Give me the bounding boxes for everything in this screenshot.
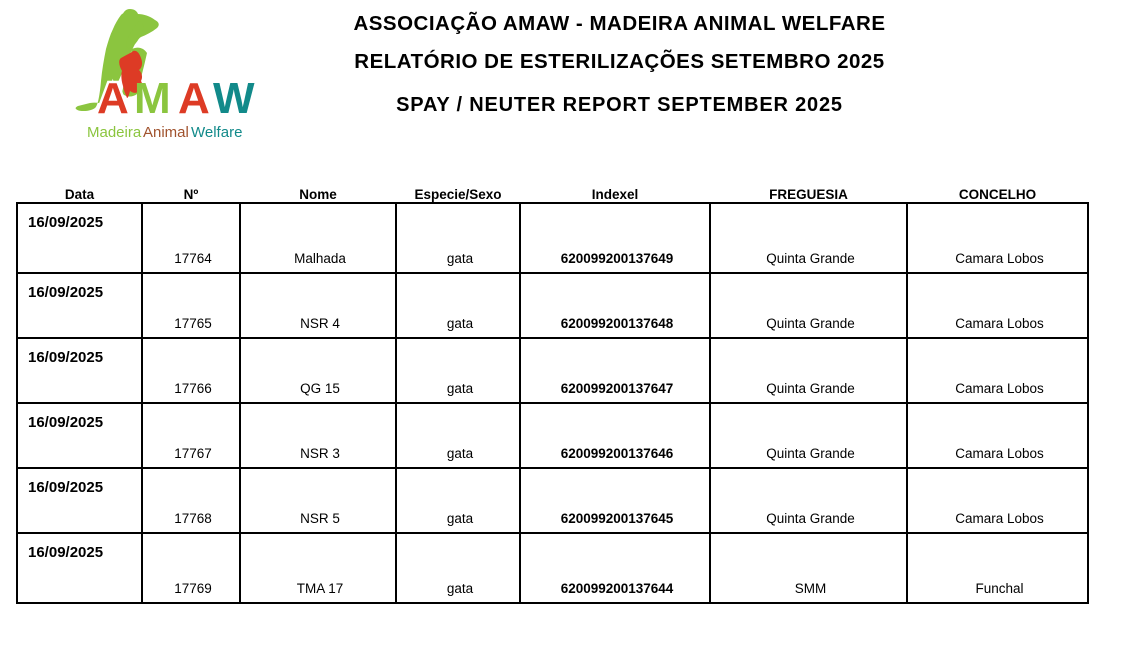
svg-text:Welfare: Welfare	[191, 124, 242, 141]
svg-text:Animal: Animal	[143, 124, 189, 141]
svg-text:Madeira: Madeira	[87, 124, 142, 141]
